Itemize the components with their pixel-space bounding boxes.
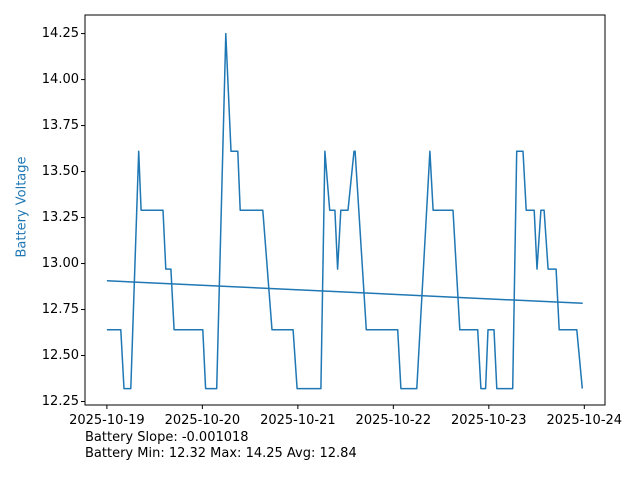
x-tick-label: 2025-10-21 <box>260 413 336 428</box>
y-tick-label: 13.75 <box>41 117 79 133</box>
stat-min-max-avg: Battery Min: 12.32 Max: 14.25 Avg: 12.84 <box>85 446 357 462</box>
x-tick-label: 2025-10-22 <box>355 413 432 428</box>
series-battery_voltage <box>106 32 584 390</box>
stat-slope: Battery Slope: -0.001018 <box>85 430 249 445</box>
x-tick-label: 2025-10-23 <box>451 413 527 428</box>
y-tick-label: 12.75 <box>41 301 79 317</box>
x-tick-label: 2025-10-20 <box>164 413 241 428</box>
y-tick-label: 12.25 <box>41 393 79 409</box>
y-tick-label: 13.50 <box>41 163 79 179</box>
x-tick-label: 2025-10-19 <box>69 413 145 428</box>
y-tick-label: 12.50 <box>41 347 79 363</box>
series-trend <box>106 280 583 305</box>
y-tick-label: 13.25 <box>41 209 79 225</box>
y-tick-label: 14.25 <box>41 25 79 41</box>
y-tick-label: 14.00 <box>41 71 79 87</box>
x-tick-label: 2025-10-24 <box>546 413 623 428</box>
y-tick-label: 13.00 <box>41 255 79 271</box>
stats-footer: Battery Slope: -0.001018 Battery Min: 12… <box>85 430 357 463</box>
axes-frame <box>84 14 606 406</box>
